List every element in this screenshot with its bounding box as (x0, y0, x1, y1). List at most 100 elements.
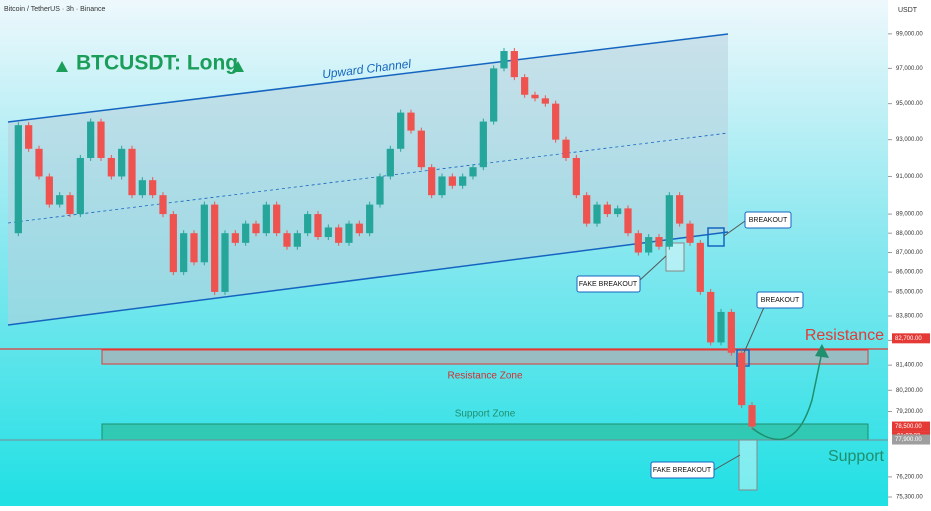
candle (56, 195, 64, 205)
candle (76, 157, 84, 215)
candle (738, 352, 746, 406)
candle (676, 195, 684, 224)
fake-breakout-box (665, 242, 685, 272)
candle (14, 125, 22, 234)
zone-label: Support Zone (455, 409, 516, 420)
candle (190, 233, 198, 263)
candle (397, 112, 405, 149)
candle (603, 204, 611, 215)
callout-line (713, 454, 741, 471)
candle (180, 233, 188, 273)
candle (66, 195, 74, 215)
candle (552, 103, 560, 140)
y-tick-label: 89,000.00 (896, 212, 923, 218)
channel-lower (7, 231, 729, 326)
candle (376, 176, 384, 205)
y-tick-label: 88,000.00 (896, 231, 923, 237)
resistance-zone (101, 349, 869, 365)
candles (14, 48, 756, 430)
candle (624, 208, 632, 234)
candle (407, 112, 415, 131)
candle (335, 227, 343, 243)
candle (128, 148, 136, 196)
candle (459, 176, 467, 186)
callout-line (742, 304, 766, 356)
candle (345, 223, 353, 243)
candle (97, 121, 105, 158)
callout-box (756, 291, 804, 309)
y-tick-label: 93,000.00 (896, 137, 923, 143)
candle (562, 139, 570, 158)
channel-upper (7, 33, 729, 123)
candle (500, 51, 508, 69)
price-label: 77,900.00 (895, 437, 922, 443)
candle (304, 214, 312, 234)
candle (717, 311, 725, 343)
candle (748, 405, 756, 427)
breakout-box (707, 227, 725, 247)
candle (686, 223, 694, 243)
candle (366, 204, 374, 234)
y-tick-label: 99,000.00 (896, 31, 923, 37)
candle (107, 157, 115, 177)
callout: BREAKOUT (749, 217, 788, 224)
candle (35, 148, 43, 177)
candle (231, 233, 239, 243)
chart-title: BTCUSDT: Long (76, 52, 238, 75)
callout-line (639, 255, 667, 281)
y-tick-label: 87,000.00 (896, 250, 923, 256)
candle (531, 94, 539, 99)
candle (355, 223, 363, 234)
price-label-box (892, 333, 930, 344)
candle (118, 148, 126, 177)
callout-line (723, 220, 746, 237)
candle (293, 233, 301, 247)
callout-box (576, 275, 641, 293)
projection-arrow (751, 351, 823, 440)
callout: FAKE BREAKOUT (579, 281, 638, 288)
y-tick-label: 86,000.00 (896, 270, 923, 276)
channel-fill (8, 34, 728, 325)
candle (252, 223, 260, 234)
header: Bitcoin / TetherUS · 3h · Binance (4, 6, 106, 13)
candle (593, 204, 601, 224)
y-tick-label: 81,400.00 (896, 363, 923, 369)
zone-label: Resistance Zone (447, 371, 522, 382)
candle (521, 77, 529, 95)
candle (665, 195, 673, 247)
arrow-head (815, 344, 829, 358)
y-tick-label: 91,000.00 (896, 174, 923, 180)
y-tick-label: 85,000.00 (896, 289, 923, 295)
candle (386, 148, 394, 177)
y-tick-label: 75,300.00 (896, 495, 923, 501)
candle (634, 233, 642, 253)
y-tick-label: 97,000.00 (896, 66, 923, 72)
currency: USDT (898, 7, 918, 14)
level-label: Resistance (805, 327, 884, 344)
candle (655, 237, 663, 247)
callout: BREAKOUT (761, 297, 800, 304)
candle (159, 195, 167, 215)
candle (614, 208, 622, 215)
candle (707, 291, 715, 343)
candle (696, 242, 704, 292)
candle (169, 214, 177, 273)
up-arrow (232, 61, 244, 72)
candle (428, 167, 436, 196)
level-label: Support (828, 448, 885, 465)
candle (314, 214, 322, 238)
candle (262, 204, 270, 234)
candle (25, 125, 33, 149)
candle (324, 227, 332, 238)
candle (87, 121, 95, 158)
callout-box (744, 211, 792, 229)
candle (273, 204, 281, 234)
candle (438, 176, 446, 196)
candle (45, 176, 53, 205)
fake-breakout-box (738, 439, 758, 491)
candle (583, 195, 591, 224)
candle (283, 233, 291, 247)
candle (479, 121, 487, 168)
y-tick-label: 83,800.00 (896, 314, 923, 320)
